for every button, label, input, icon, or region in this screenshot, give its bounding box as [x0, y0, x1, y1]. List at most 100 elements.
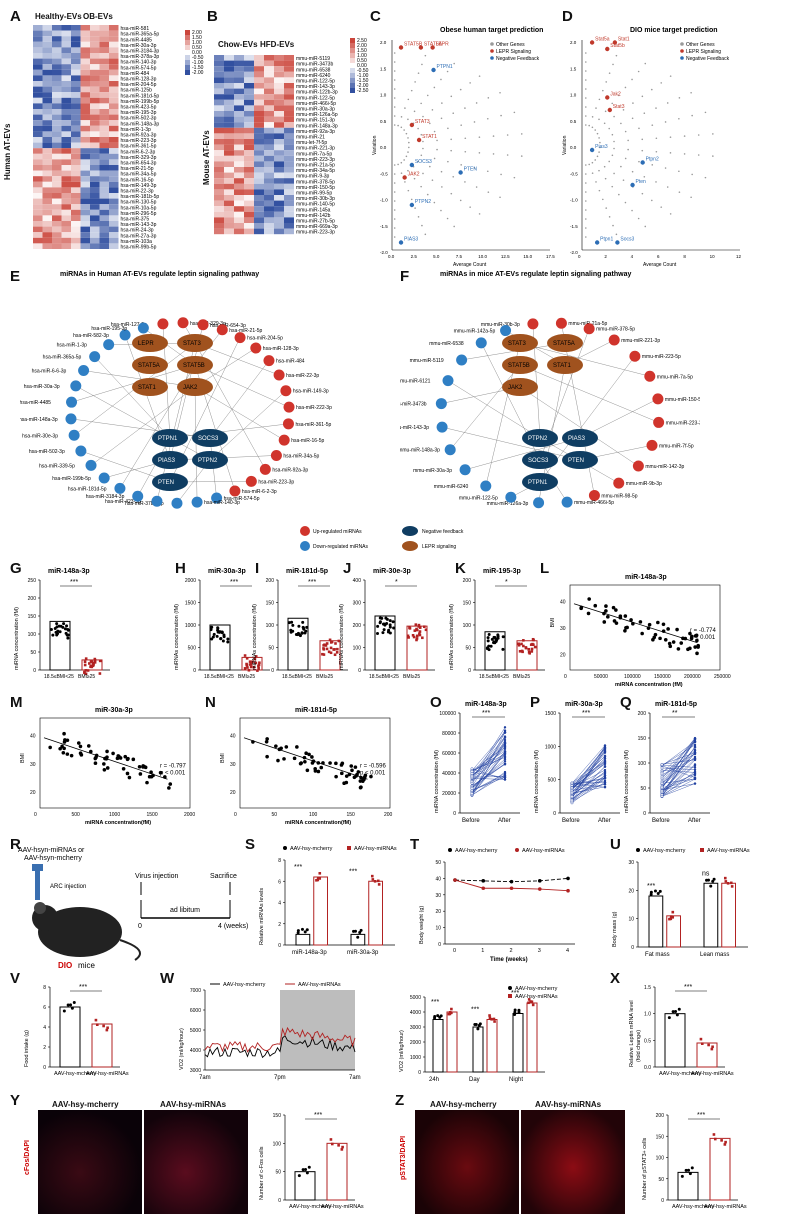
heatmap-row-label: hsa-miR-581 [121, 26, 150, 32]
heatmap-cell [244, 228, 254, 235]
heatmap-cell [224, 77, 234, 83]
heatmap-cell [214, 71, 224, 78]
legend-ctrl-label: AAV-hsy-mcherry [515, 986, 558, 992]
heatmap-cell [264, 139, 274, 145]
other-gene-point [641, 138, 644, 141]
mirna-node [263, 355, 275, 367]
scatter-point [658, 636, 662, 641]
y-axis-label: Variation [562, 135, 568, 155]
panel-label-w: W [160, 970, 175, 987]
other-gene-point [464, 150, 467, 153]
series-point [509, 886, 514, 891]
y-tick-label: 500 [188, 646, 197, 652]
series-point [566, 888, 570, 893]
heatmap-row-label: mmu-let-7f-5p [296, 140, 327, 146]
heatmap-cell [33, 232, 43, 238]
y-tick-label: 0.0 [644, 1065, 651, 1071]
data-point [318, 877, 322, 880]
y-tick-label: 200 [266, 578, 275, 584]
paired-line [661, 778, 696, 790]
mirna-node [632, 460, 644, 472]
other-gene-point [602, 198, 604, 201]
x-category-label: AAV-hsy-miRNAs [86, 1071, 129, 1077]
other-gene-point [584, 227, 587, 229]
y-tick-label: -2.0 [570, 250, 578, 255]
heatmap-cell [99, 187, 109, 193]
heatmap-cell [234, 161, 244, 167]
other-gene-point [584, 97, 587, 99]
x-category-label: AAV-hsy-mcherry [672, 1204, 715, 1210]
scatter-title: miR-148a-3p [625, 574, 667, 581]
heatmap-cell [80, 170, 90, 177]
heatmap-cell [42, 86, 52, 93]
heatmap-cell [33, 243, 43, 249]
panel-opq-paired: miR-148a-3p020000400006000080000100000mi… [434, 701, 710, 824]
y-tick-label: 200 [28, 596, 37, 602]
heatmap-cell [33, 120, 43, 126]
heatmap-cell [52, 165, 62, 171]
sig-label: *** [230, 579, 238, 586]
heatmap-cell [90, 204, 100, 210]
heatmap-cell [80, 243, 90, 249]
scatter-point [319, 765, 324, 770]
other-gene-point [691, 173, 693, 176]
other-gene-point [651, 164, 654, 166]
heatmap-cell [264, 77, 274, 83]
y-tick-label: 1500 [545, 711, 556, 717]
scatter-point [61, 750, 66, 755]
other-gene-point [669, 136, 672, 138]
scatter-point [48, 745, 52, 750]
other-gene-point [627, 139, 629, 142]
series-point [537, 879, 542, 883]
heatmap-cell [214, 150, 224, 156]
x-tick-label: 1 [481, 948, 484, 954]
other-gene-point [393, 227, 396, 229]
other-gene-point [393, 52, 396, 54]
mirna-label: hsa-miR-149-3p [293, 389, 329, 395]
x-label-group2: BMI≥25 [403, 674, 420, 680]
network-edge [579, 398, 658, 439]
data-point [297, 1174, 301, 1178]
sig-label: * [505, 579, 508, 586]
other-gene-point [631, 209, 633, 212]
legend-trt-marker [700, 848, 704, 852]
x-label-group1: 18.5≤BMI<25 [44, 674, 74, 680]
mirna-label: hsa-miR-6-2-3p [242, 489, 277, 495]
heatmap-cell [109, 226, 119, 233]
other-gene-point [506, 134, 509, 136]
other-gene-point [618, 193, 620, 196]
heatmap-cell [33, 187, 43, 193]
after-point [693, 782, 697, 785]
gene-label: Stat5b [610, 43, 625, 49]
heatmap-cell [99, 92, 109, 98]
mirna-node [644, 370, 656, 382]
data-point [524, 646, 528, 649]
heatmap-cell [42, 92, 52, 98]
sig-label: *** [647, 883, 655, 890]
heatmap-cell [264, 60, 274, 67]
other-gene-point [400, 116, 403, 118]
gene-point [605, 46, 610, 52]
panel-label-r: R [10, 836, 21, 853]
heatmap-cell [71, 53, 81, 59]
other-gene-point [598, 151, 600, 153]
gene-point [418, 45, 424, 50]
x-tick-label: 10.0 [478, 254, 487, 259]
heatmap-cell [284, 133, 294, 139]
bar-treatment [526, 1002, 538, 1073]
before-point [470, 772, 474, 775]
y-tick-label: 80000 [442, 731, 456, 737]
after-point [503, 750, 507, 754]
heatmap-cell [52, 137, 62, 143]
other-gene-point [584, 218, 587, 220]
y-tick-label: 0 [661, 1198, 664, 1204]
x-category-label: miR-30a-3p [347, 950, 379, 956]
legend-lepr-marker [402, 541, 418, 551]
legend-label: Negative Feedback [496, 56, 540, 62]
mirna-label: hsa-miR-484 [276, 359, 305, 365]
y-axis-label: Number of pSTAT3+ cells [642, 1137, 648, 1200]
heatmap-a-grid: hsa-miR-581hsa-miR-365a-5phsa-miR-4485hs… [33, 25, 204, 251]
other-gene-point [393, 106, 396, 108]
y-tick-label: 6 [278, 879, 281, 885]
